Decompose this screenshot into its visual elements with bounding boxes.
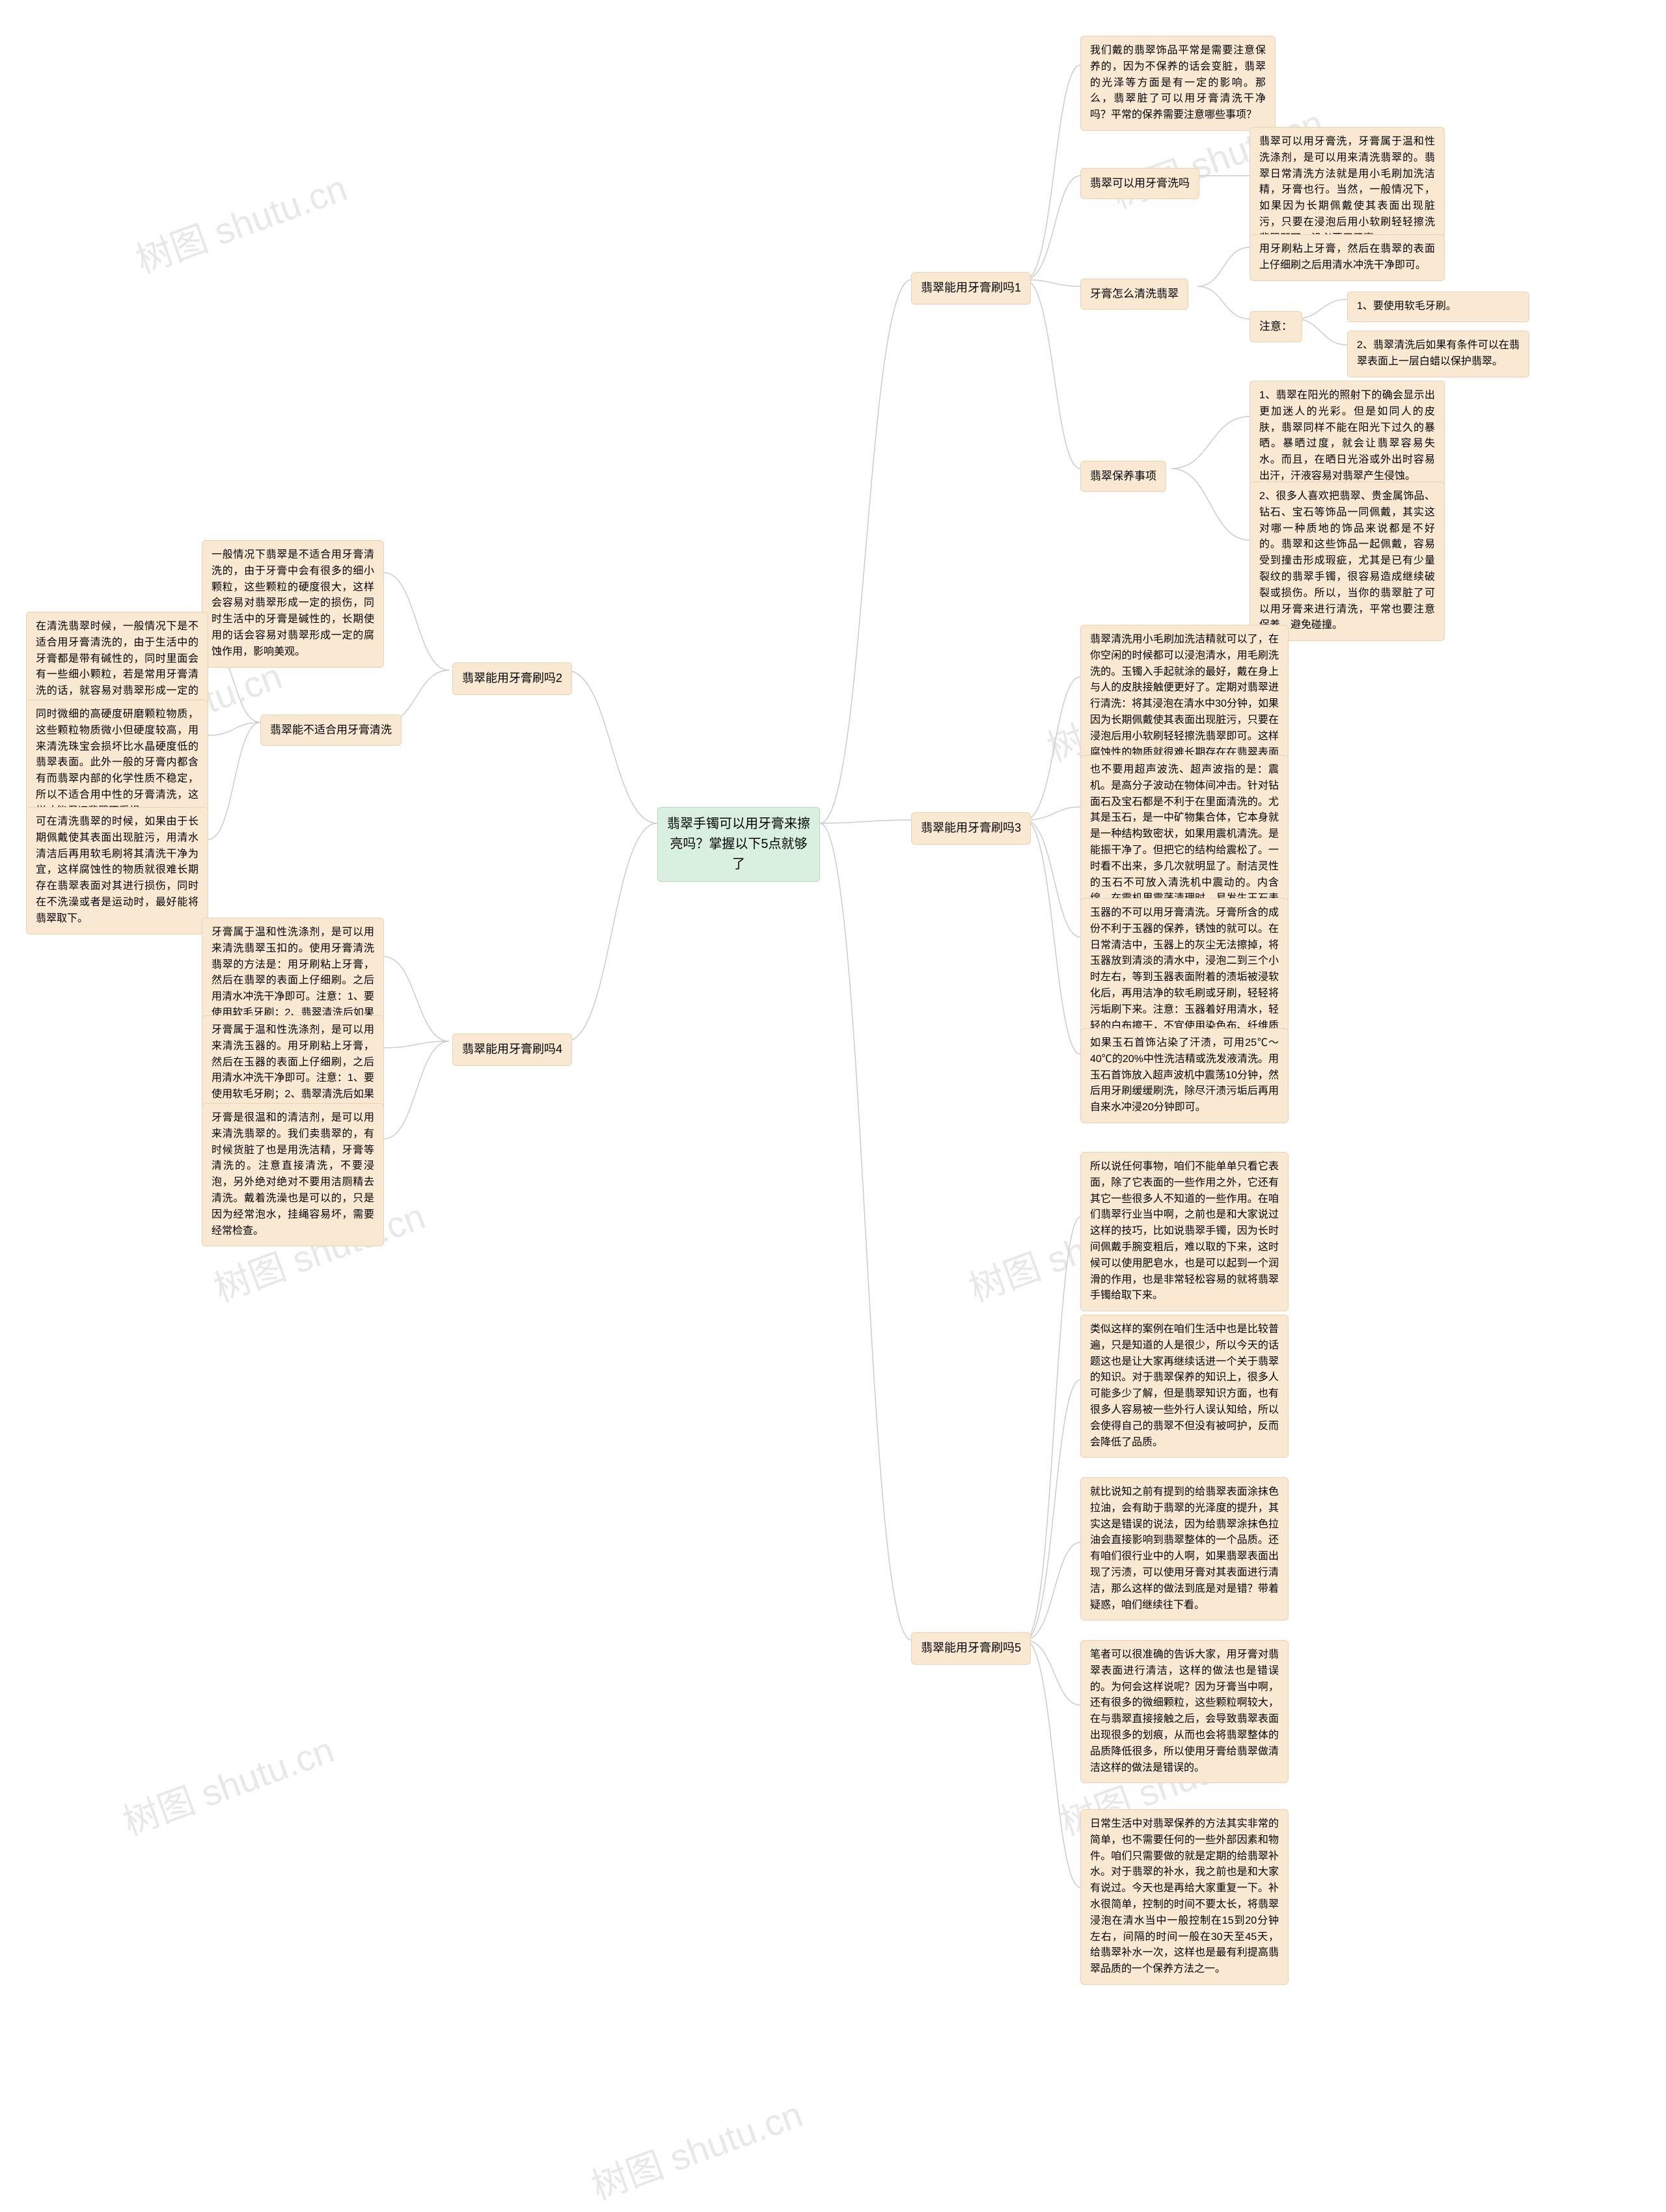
b1-sub2: 牙膏怎么清洗翡翠 bbox=[1080, 279, 1188, 310]
b1-sub2-n2: 2、翡翠清洗后如果有条件可以在翡翠表面上一层白蜡以保护翡翠。 bbox=[1347, 331, 1529, 377]
b1-sub3: 翡翠保养事项 bbox=[1080, 461, 1166, 492]
b5-l4: 笔者可以很准确的告诉大家，用牙膏对翡翠表面进行清洁，这样的做法也是错误的。为何会… bbox=[1080, 1640, 1289, 1783]
b5-l1: 所以说任何事物，咱们不能单单只看它表面，除了它表面的一些作用之外，它还有其它一些… bbox=[1080, 1152, 1289, 1311]
watermark: 树图 shutu.cn bbox=[115, 1721, 340, 1846]
b5-l3: 就比说知之前有提到的给翡翠表面涂抹色拉油，会有助于翡翠的光泽度的提升，其实这是错… bbox=[1080, 1477, 1289, 1620]
b5-l5: 日常生活中对翡翠保养的方法其实非常的简单，也不需要任何的一些外部因素和物件。咱们… bbox=[1080, 1809, 1289, 1985]
b1-sub1: 翡翠可以用牙膏洗吗 bbox=[1080, 168, 1199, 199]
b1-sub3-l1: 1、翡翠在阳光的照射下的确会显示出更加迷人的光彩。但是如同人的皮肤，翡翠同样不能… bbox=[1250, 381, 1445, 492]
b5-l2: 类似这样的案例在咱们生活中也是比较普遍，只是知道的人是很少，所以今天的话题这也是… bbox=[1080, 1315, 1289, 1458]
b1-sub2-n1: 1、要使用软毛牙刷。 bbox=[1347, 292, 1529, 322]
branch-2: 翡翠能用牙膏刷吗2 bbox=[452, 662, 572, 695]
b2-sub1: 翡翠能不适合用牙膏清洗 bbox=[260, 715, 402, 746]
branch-5: 翡翠能用牙膏刷吗5 bbox=[911, 1632, 1031, 1665]
b1-intro: 我们戴的翡翠饰品平常是需要注意保养的，因为不保养的话会变脏，翡翠的光泽等方面是有… bbox=[1080, 36, 1276, 131]
watermark: 树图 shutu.cn bbox=[583, 2085, 809, 2210]
b2-s1-l3: 可在清洗翡翠的时候，如果由于长期佩戴使其表面出现脏污，用清水清洁后再用软毛刷将其… bbox=[26, 807, 208, 935]
root-node: 翡翠手镯可以用牙膏来擦亮吗？掌握以下5点就够了 bbox=[657, 807, 820, 882]
branch-3: 翡翠能用牙膏刷吗3 bbox=[911, 812, 1031, 845]
b1-sub2-leaf: 用牙刷粘上牙膏，然后在翡翠的表面上仔细刷之后用清水冲洗干净即可。 bbox=[1250, 234, 1445, 281]
watermark: 树图 shutu.cn bbox=[128, 159, 353, 284]
b1-sub3-l2: 2、很多人喜欢把翡翠、贵金属饰品、钻石、宝石等饰品一同佩戴，其实这对哪一种质地的… bbox=[1250, 482, 1445, 641]
b2-l1: 一般情况下翡翠是不适合用牙膏清洗的，由于牙膏中会有很多的细小颗粒，这些颗粒的硬度… bbox=[202, 540, 384, 668]
b1-sub2-note: 注意： bbox=[1250, 311, 1302, 342]
b4-l3: 牙膏是很温和的清洁剂，是可以用来清洗翡翠的。我们卖翡翠的，有时候货脏了也是用洗洁… bbox=[202, 1103, 384, 1246]
branch-1: 翡翠能用牙膏刷吗1 bbox=[911, 272, 1031, 305]
b3-l4: 如果玉石首饰沾染了汗渍，可用25℃～40℃的20%中性洗洁精或洗发液清洗。用玉石… bbox=[1080, 1028, 1289, 1123]
branch-4: 翡翠能用牙膏刷吗4 bbox=[452, 1033, 572, 1066]
